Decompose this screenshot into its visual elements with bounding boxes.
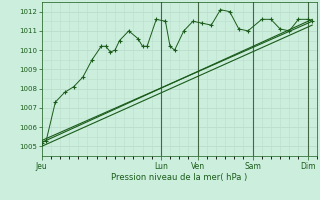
X-axis label: Pression niveau de la mer( hPa ): Pression niveau de la mer( hPa ): [111, 173, 247, 182]
